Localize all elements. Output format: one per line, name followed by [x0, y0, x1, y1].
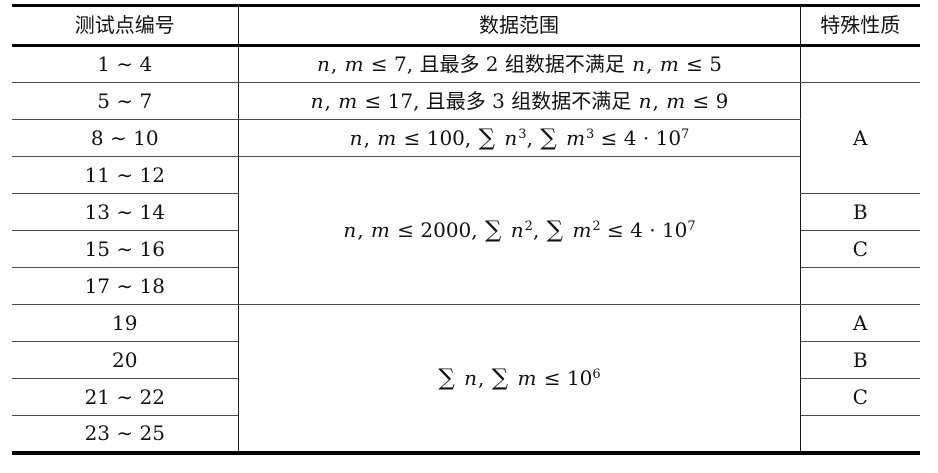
range-cell-1-4: n, m ≤ 7, 且最多 2 组数据不满足 n, m ≤ 5 [237, 45, 801, 83]
property-cell-1-4 [799, 45, 921, 83]
tests-cell-15-16: 15 ∼ 16 [11, 230, 239, 268]
tests-cell-17-18: 17 ∼ 18 [11, 267, 239, 305]
property-cell-15-16: C [799, 230, 921, 268]
property-cell-13-14: B [799, 193, 921, 231]
range-cell-8-10: n, m ≤ 100, ∑ n3, ∑ m3 ≤ 4 · 107 [237, 119, 801, 157]
row-23-25: 23 ∼ 25 [11, 415, 921, 453]
col-header-data-range: 数据范围 [237, 5, 801, 47]
tests-cell-21-22: 21 ∼ 22 [11, 378, 239, 416]
row-19: 19 ∑ n, ∑ m ≤ 106 A [11, 304, 921, 453]
tests-cell-5-7: 5 ∼ 7 [11, 82, 239, 120]
property-cell-23-25 [799, 415, 921, 453]
tests-cell-20: 20 [11, 341, 239, 379]
row-5-7: 5 ∼ 7 n, m ≤ 17, 且最多 3 组数据不满足 n, m ≤ 9 A [11, 82, 921, 194]
row-8-10: 8 ∼ 10 n, m ≤ 100, ∑ n3, ∑ m3 ≤ 4 · 107 [11, 119, 920, 157]
row-13-14: 13 ∼ 14 B [11, 193, 921, 231]
tests-cell-1-4: 1 ∼ 4 [11, 45, 239, 83]
col-header-special-property: 特殊性质 [799, 5, 921, 47]
property-cell-5-12: A [799, 82, 921, 194]
row-17-18: 17 ∼ 18 [11, 267, 921, 305]
range-cell-5-7: n, m ≤ 17, 且最多 3 组数据不满足 n, m ≤ 9 [237, 82, 801, 120]
range-cell-11-18: n, m ≤ 2000, ∑ n2, ∑ m2 ≤ 4 · 107 [237, 156, 801, 305]
property-cell-20: B [799, 341, 921, 379]
tests-cell-13-14: 13 ∼ 14 [11, 193, 239, 231]
row-1-4: 1 ∼ 4 n, m ≤ 7, 且最多 2 组数据不满足 n, m ≤ 5 [11, 45, 921, 83]
col-header-test-points: 测试点编号 [11, 5, 239, 47]
test-constraints-table: 测试点编号 数据范围 特殊性质 1 ∼ 4 n, m ≤ 7, 且最多 2 组数… [11, 4, 921, 455]
property-cell-17-18 [799, 267, 921, 305]
row-20: 20 B [11, 341, 921, 379]
tests-cell-8-10: 8 ∼ 10 [11, 119, 239, 157]
header-row: 测试点编号 数据范围 特殊性质 [11, 5, 921, 47]
row-11-12: 11 ∼ 12 n, m ≤ 2000, ∑ n2, ∑ m2 ≤ 4 · 10… [11, 156, 920, 305]
range-cell-19-25: ∑ n, ∑ m ≤ 106 [237, 304, 801, 453]
row-21-22: 21 ∼ 22 C [11, 378, 921, 416]
row-15-16: 15 ∼ 16 C [11, 230, 921, 268]
property-cell-19: A [799, 304, 921, 342]
tests-cell-23-25: 23 ∼ 25 [11, 415, 239, 453]
tests-cell-11-12: 11 ∼ 12 [11, 156, 239, 194]
property-cell-21-22: C [799, 378, 921, 416]
tests-cell-19: 19 [11, 304, 239, 342]
